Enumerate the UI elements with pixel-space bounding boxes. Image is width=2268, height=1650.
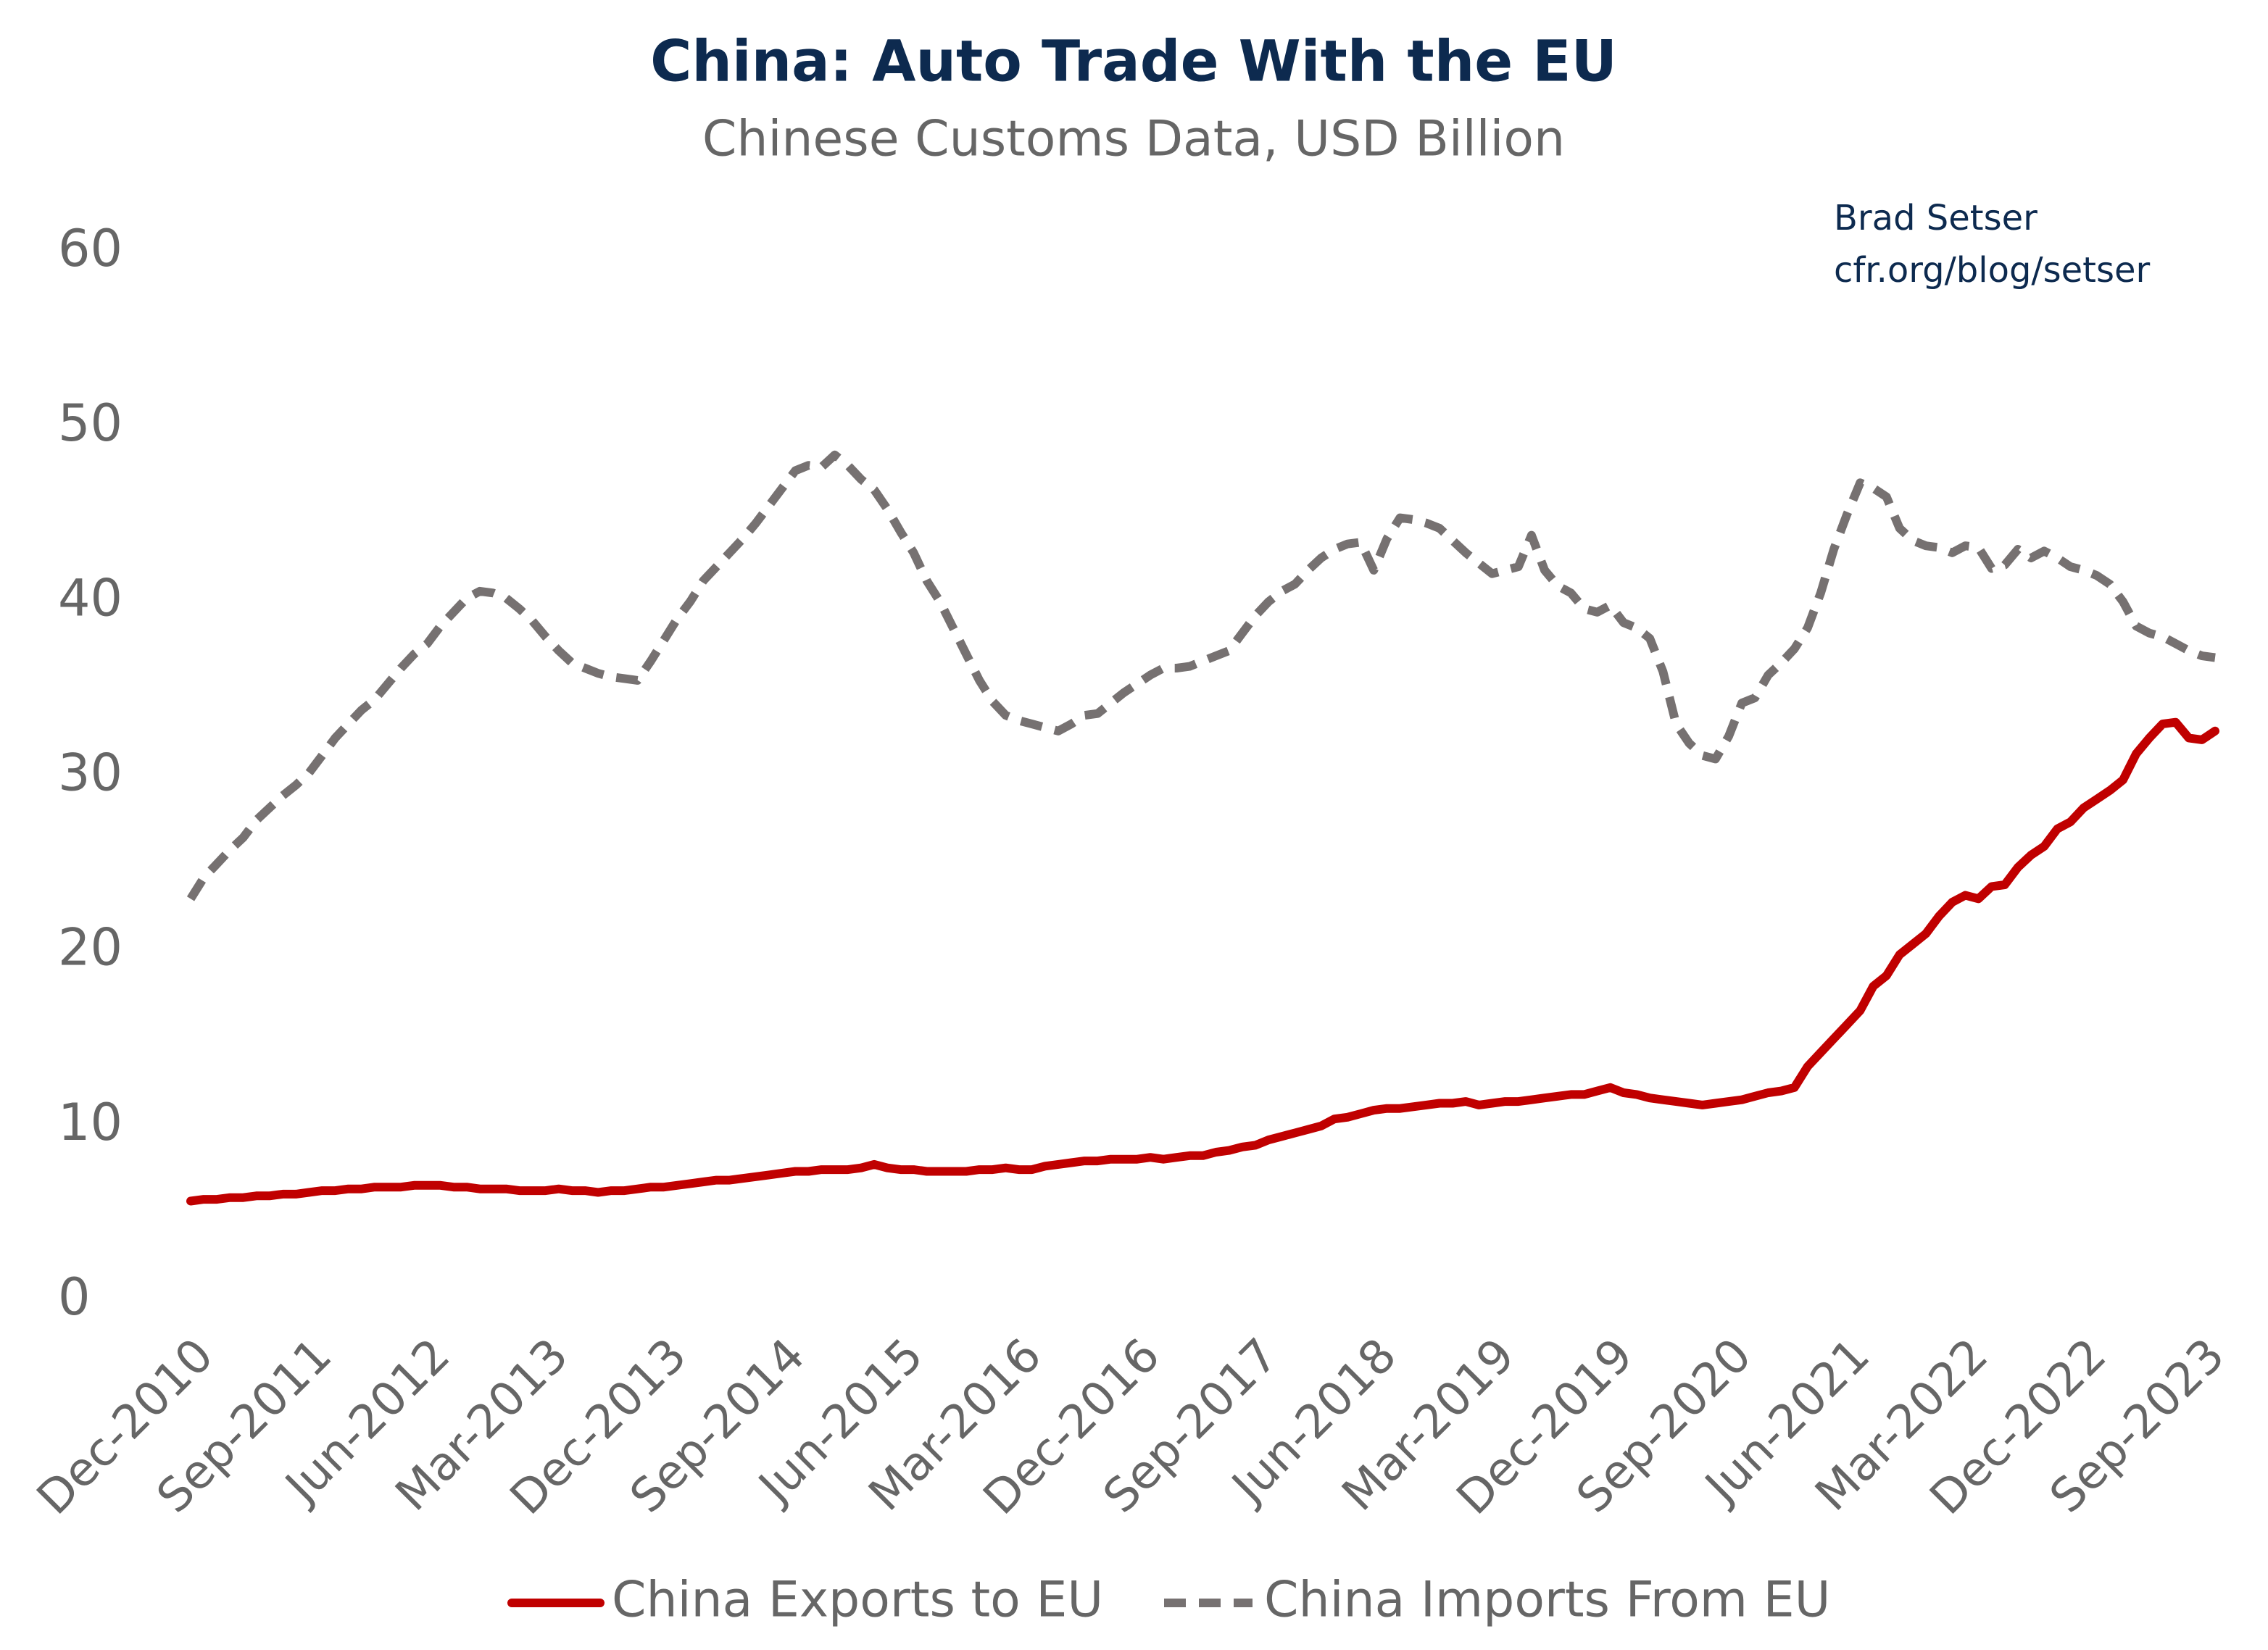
y-tick-label: 60 [58, 219, 122, 278]
annotation: Brad Setser [1834, 198, 2038, 238]
y-tick-label: 20 [58, 918, 122, 978]
series-line [186, 450, 2216, 901]
legend-label: China Imports From EU [1264, 1572, 1830, 1629]
y-tick-label: 30 [58, 743, 122, 803]
y-tick-label: 0 [58, 1267, 91, 1327]
chart-subtitle: Chinese Customs Data, USD Billion [702, 111, 1565, 168]
series-line [186, 717, 2219, 1206]
y-tick-label: 10 [58, 1093, 122, 1152]
y-tick-label: 40 [58, 568, 122, 628]
y-tick-label: 50 [58, 393, 122, 453]
legend-label: China Exports to EU [612, 1572, 1103, 1629]
chart-title: China: Auto Trade With the EU [650, 29, 1617, 94]
annotation: cfr.org/blog/setser [1834, 250, 2150, 291]
